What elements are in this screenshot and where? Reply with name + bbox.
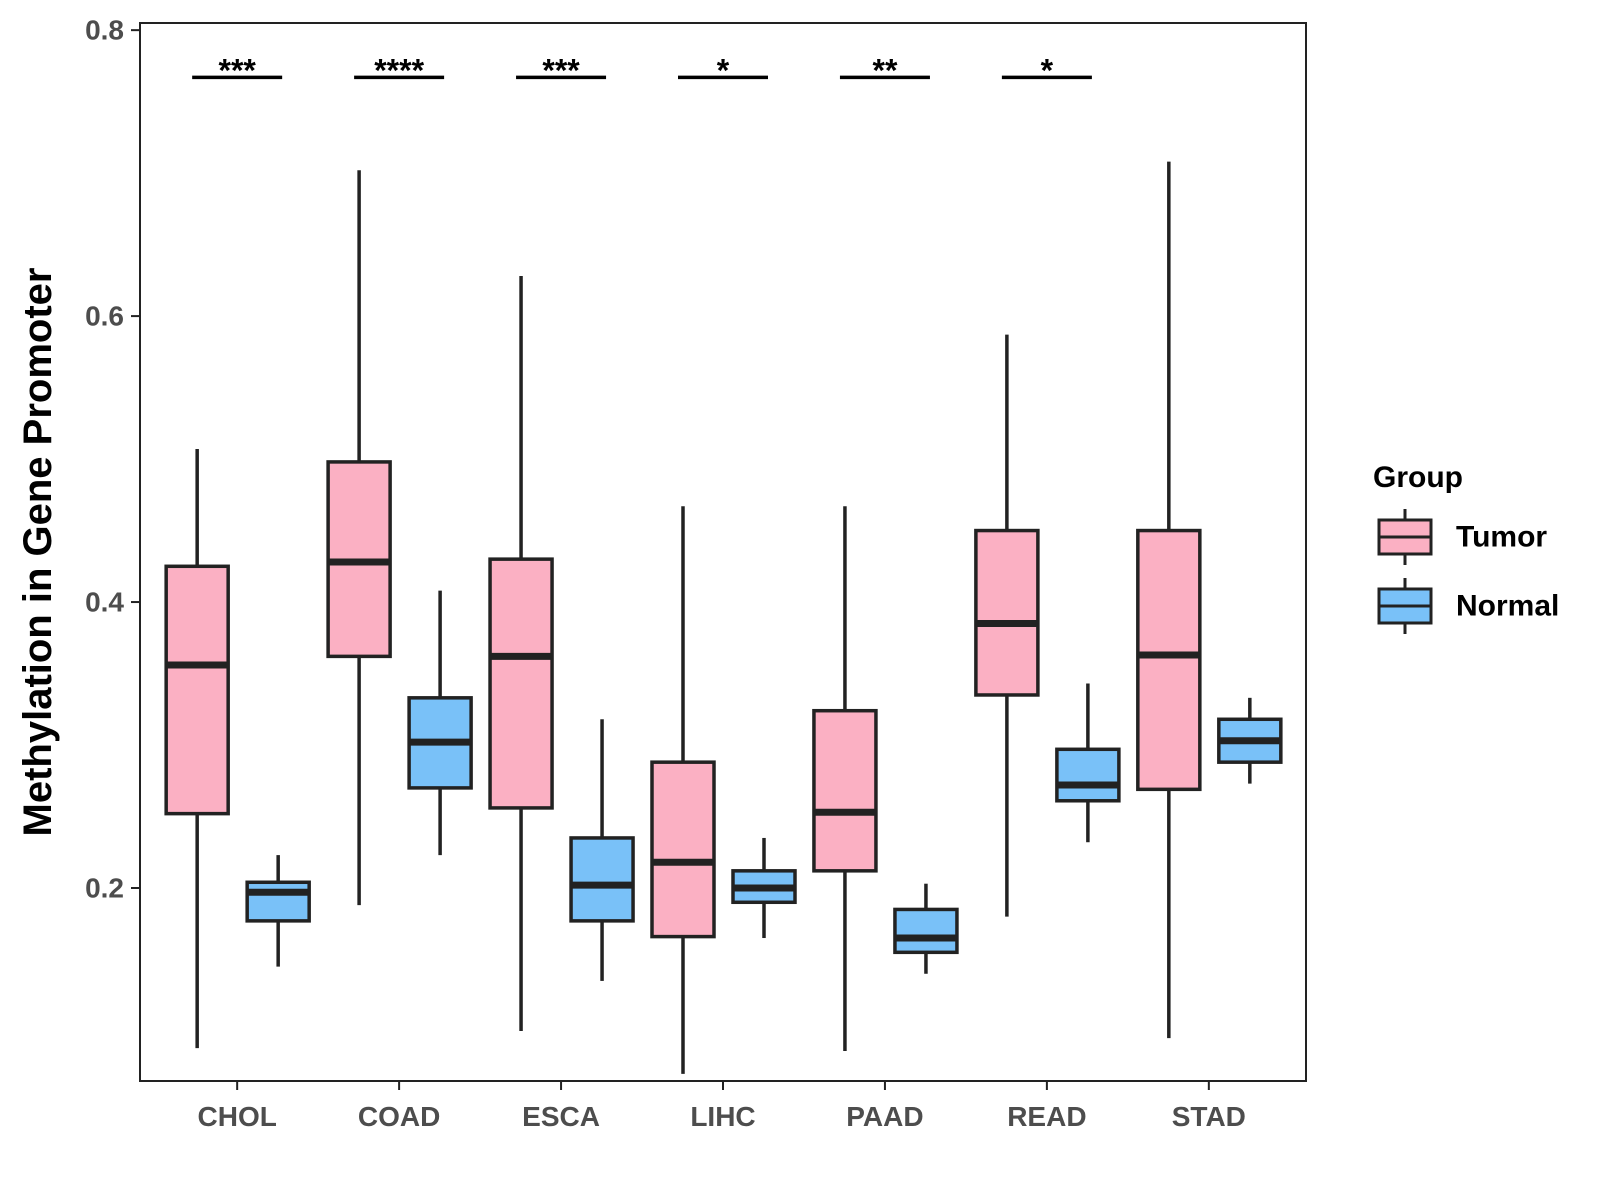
iqr-box-tumor-chol bbox=[164, 564, 230, 816]
significance-layer: *** **** *** * ** * bbox=[192, 52, 1092, 88]
x-tick-label-lihc: LIHC bbox=[690, 1101, 755, 1132]
box-tumor-coad bbox=[326, 170, 392, 906]
x-tick-label-stad: STAD bbox=[1172, 1101, 1246, 1132]
significance-label-read: * bbox=[1041, 52, 1054, 88]
y-axis: 0.2 0.4 0.6 0.8 bbox=[85, 15, 140, 903]
box-normal-paad bbox=[893, 883, 959, 974]
significance-label-coad: **** bbox=[374, 52, 424, 88]
iqr-box-normal-read bbox=[1055, 747, 1121, 803]
box-normal-read bbox=[1055, 683, 1121, 843]
y-tick-label: 0.8 bbox=[85, 15, 124, 46]
iqr-box-normal-chol bbox=[245, 880, 311, 923]
iqr-box-tumor-read bbox=[974, 528, 1040, 697]
iqr-box-tumor-paad bbox=[812, 708, 878, 873]
iqr-box-tumor-lihc bbox=[650, 760, 716, 939]
x-tick-label-esca: ESCA bbox=[522, 1101, 600, 1132]
x-axis: CHOL COAD ESCA LIHC PAAD READ STAD bbox=[198, 1081, 1246, 1132]
box-normal-esca bbox=[569, 719, 635, 981]
box-tumor-stad bbox=[1136, 161, 1202, 1039]
legend-keys: Tumor Normal bbox=[1377, 509, 1559, 634]
x-tick-label-read: READ bbox=[1007, 1101, 1086, 1132]
box-tumor-paad bbox=[812, 506, 878, 1051]
significance-label-lihc: * bbox=[717, 52, 730, 88]
box-normal-chol bbox=[245, 855, 311, 967]
legend-key-normal: Normal bbox=[1377, 578, 1559, 634]
iqr-box-normal-esca bbox=[569, 836, 635, 923]
significance-label-esca: *** bbox=[542, 52, 580, 88]
legend: Group Tumor Normal bbox=[1373, 461, 1559, 634]
boxes-layer bbox=[164, 161, 1283, 1074]
box-normal-coad bbox=[407, 590, 473, 856]
x-tick-label-coad: COAD bbox=[358, 1101, 440, 1132]
box-tumor-chol bbox=[164, 449, 230, 1049]
box-tumor-read bbox=[974, 334, 1040, 917]
significance-label-chol: *** bbox=[218, 52, 256, 88]
iqr-box-normal-paad bbox=[893, 907, 959, 955]
iqr-box-tumor-esca bbox=[488, 557, 554, 810]
legend-title: Group bbox=[1373, 461, 1463, 494]
x-tick-label-paad: PAAD bbox=[846, 1101, 923, 1132]
legend-label-tumor: Tumor bbox=[1456, 521, 1547, 554]
significance-label-paad: ** bbox=[872, 52, 897, 88]
legend-key-tumor: Tumor bbox=[1377, 509, 1547, 565]
y-tick-label: 0.6 bbox=[85, 301, 124, 332]
y-tick-label: 0.4 bbox=[85, 587, 124, 618]
y-tick-label: 0.2 bbox=[85, 872, 124, 903]
box-tumor-esca bbox=[488, 276, 554, 1031]
box-tumor-lihc bbox=[650, 506, 716, 1074]
x-tick-label-chol: CHOL bbox=[198, 1101, 277, 1132]
box-normal-stad bbox=[1217, 697, 1283, 784]
y-axis-title: Methylation in Gene Promoter bbox=[16, 268, 60, 837]
legend-label-normal: Normal bbox=[1456, 590, 1559, 623]
box-normal-lihc bbox=[731, 837, 797, 939]
iqr-box-tumor-stad bbox=[1136, 528, 1202, 792]
